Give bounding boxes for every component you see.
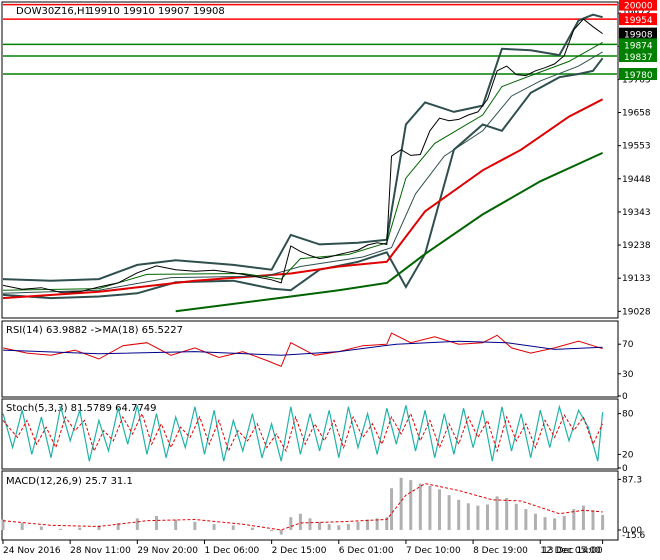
x-axis-label: 12 Dec 05:00 [540, 546, 601, 556]
main-y-tick-label: 19553 [622, 142, 651, 152]
stoch-y-tick-label: 80 [622, 410, 634, 420]
price-level-badge [619, 50, 657, 63]
price-level-badge [619, 13, 657, 26]
x-axis-label: 1 Dec 06:00 [204, 546, 259, 556]
stoch-panel: Stoch(5,3,3) 81.5789 64.7749 80 20 0 [1, 398, 634, 474]
price-level-badge [619, 27, 657, 40]
x-axis-label: 24 Nov 2016 [3, 546, 61, 556]
main-series [2, 13, 604, 313]
price-level-label: 19874 [624, 41, 653, 51]
price-level-label: 19908 [624, 31, 653, 41]
price-level-label: 19954 [624, 16, 653, 26]
stoch-panel-label: Stoch(5,3,3) 81.5789 64.7749 [6, 403, 157, 414]
rsi-y-tick-label: 0 [622, 392, 628, 402]
x-axis-label: 28 Nov 11:00 [70, 546, 131, 556]
price-levels [3, 3, 617, 75]
stoch-y-axis: 80 20 0 [618, 410, 634, 474]
price-level-label: 20000 [624, 2, 653, 12]
price-line [2, 18, 603, 293]
bollinger-lower-line [2, 57, 604, 300]
price-level-label: 19780 [624, 71, 653, 81]
rsi-line [2, 332, 603, 368]
main-panel-ohlc: 19910 19910 19907 19908 [88, 6, 225, 17]
macd-series [1, 477, 605, 535]
price-level-badge [619, 38, 657, 51]
main-y-tick-label: 19658 [622, 109, 651, 119]
rsi-y-tick-label: 30 [622, 370, 634, 380]
rsi-panel-label: RSI(14) 63.9882 ->MA(18) 65.5227 [6, 325, 183, 336]
rsi-panel-frame [1, 320, 619, 398]
main-y-tick-label: 19028 [622, 307, 651, 317]
x-axis-label: 29 Nov 20:00 [137, 546, 198, 556]
price-level-label: 19837 [624, 53, 653, 63]
x-axis-label: 7 Dec 10:00 [406, 546, 461, 556]
stoch-series [2, 404, 604, 462]
middle-moving-average-line [2, 51, 603, 294]
red-moving-average-line [2, 98, 604, 300]
rsi-panel: RSI(14) 63.9882 ->MA(18) 65.5227 70 30 0 [1, 320, 634, 402]
x-axis-label: 8 Dec 19:00 [473, 546, 528, 556]
price-level-badge [619, 68, 657, 81]
main-y-tick-label: 19763 [622, 75, 651, 85]
macd-bottom-label: -15.6 [622, 531, 646, 541]
stoch-y-tick-label: 0 [622, 464, 628, 474]
stoch-signal-line [2, 412, 604, 453]
macd-y-axis: 87.3 0.00 [618, 475, 642, 536]
macd-panel: MACD(12,26,9) 25.7 31.1 87.3 0.00 -15.6 [1, 470, 646, 541]
main-y-tick-label: 19133 [622, 274, 651, 284]
x-axis-label: 13 Dec 14:00 [542, 546, 603, 556]
stoch-y-tick-label: 20 [622, 450, 634, 460]
main-panel: DOW30Z16,H1 19910 19910 19907 19908 1902… [1, 0, 657, 319]
x-axis: 24 Nov 2016 28 Nov 11:00 29 Nov 20:00 1 Dec… [2, 540, 604, 556]
macd-y-tick-label: 87.3 [622, 475, 642, 485]
main-y-tick-label: 19448 [622, 175, 651, 185]
price-level-badge [619, 0, 657, 11]
main-y-tick-label: 19238 [622, 241, 651, 251]
x-axis-label: 6 Dec 01:00 [339, 546, 394, 556]
macd-panel-label: MACD(12,26,9) 25.7 31.1 [6, 476, 133, 487]
green-moving-average-line [175, 151, 604, 313]
x-axis-label: 2 Dec 15:00 [272, 546, 327, 556]
macd-signal-line [2, 483, 603, 531]
rsi-series [2, 332, 603, 368]
rsi-y-axis: 70 30 0 [618, 340, 634, 402]
rsi-y-tick-label: 70 [622, 340, 634, 350]
main-y-tick-label: 19343 [622, 208, 651, 218]
main-panel-symbol: DOW30Z16,H1 [16, 6, 91, 17]
macd-y-tick-label: 0.00 [622, 526, 642, 536]
rsi-ma-line [2, 340, 603, 356]
stoch-main-line [2, 404, 604, 462]
